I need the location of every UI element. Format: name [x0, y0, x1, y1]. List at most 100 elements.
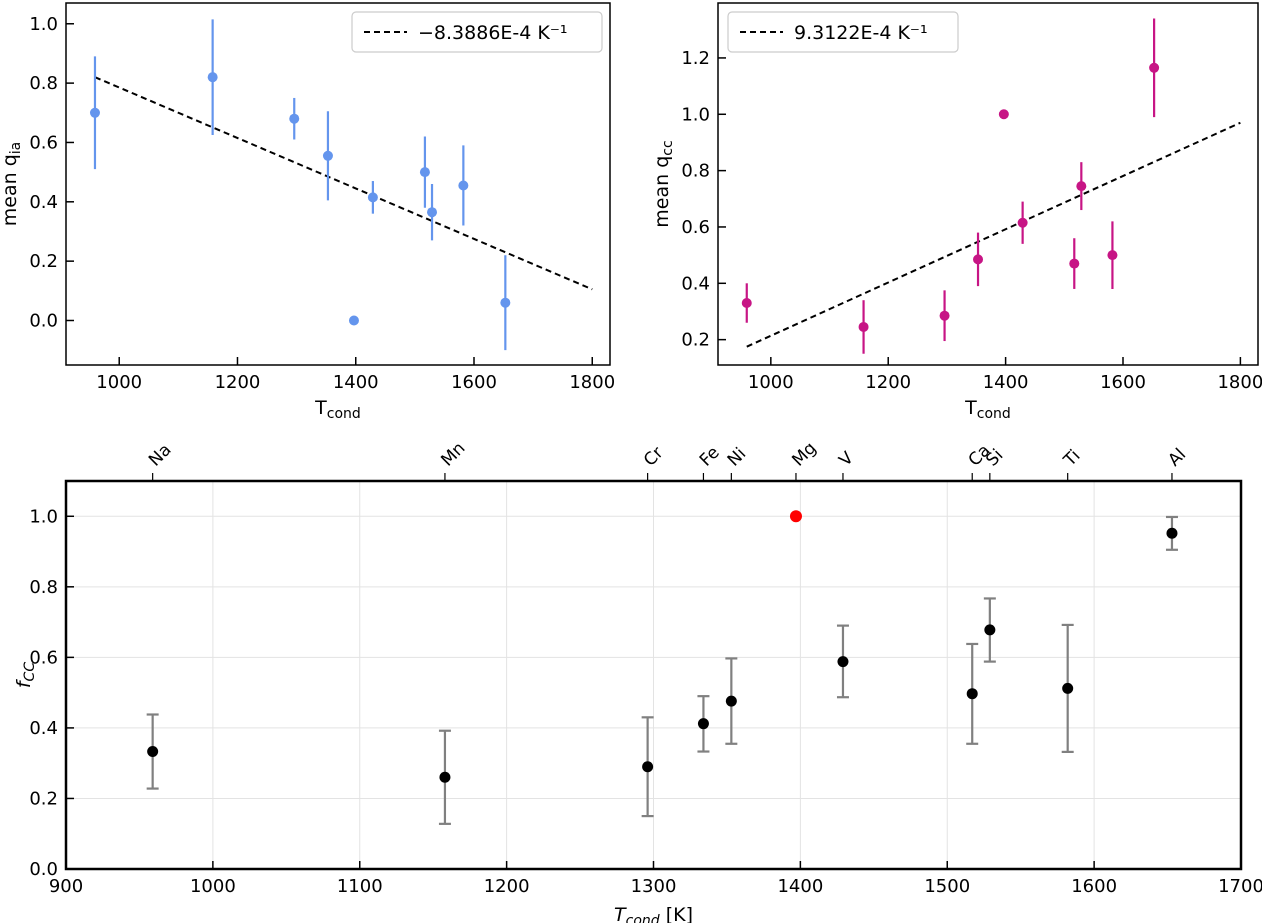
y-tick-label: 1.0 — [29, 506, 58, 527]
x-tick-label: 1800 — [1217, 372, 1262, 393]
data-point — [1062, 682, 1074, 694]
legend-label: −8.3886E-4 K⁻¹ — [418, 22, 568, 44]
data-point — [697, 718, 709, 730]
x-tick-label: 1600 — [1100, 372, 1146, 393]
axes-frame — [65, 2, 611, 366]
y-tick-label: 0.2 — [681, 330, 710, 351]
y-axis-label-sub: CC — [22, 662, 38, 682]
x-tick-label: 900 — [49, 876, 83, 897]
y-tick-label: 1.0 — [681, 104, 710, 125]
data-point — [973, 254, 984, 265]
x-tick-label: 1300 — [631, 876, 677, 897]
element-label: Mn — [437, 438, 469, 470]
x-tick-label: 1200 — [215, 372, 261, 393]
legend-label: 9.3122E-4 K⁻¹ — [794, 22, 928, 44]
x-tick-label: 1400 — [983, 372, 1029, 393]
element-label: Ti — [1059, 446, 1084, 471]
fit-line — [94, 76, 593, 291]
x-tick-label: 1600 — [451, 372, 497, 393]
x-axis-label-main: T — [614, 904, 627, 923]
x-tick-label: 1800 — [569, 372, 615, 393]
data-point — [367, 192, 378, 203]
data-point — [1069, 258, 1080, 269]
y-tick-label: 0.4 — [29, 718, 58, 739]
data-point — [837, 656, 849, 668]
y-tick-label: 0.6 — [681, 217, 710, 238]
element-label: V — [835, 448, 858, 471]
y-tick-label: 0.4 — [29, 192, 58, 213]
y-tick-label: 0.2 — [29, 788, 58, 809]
y-axis-label: fCC — [13, 662, 38, 688]
data-point — [966, 688, 978, 700]
element-label: Cr — [640, 443, 667, 470]
highlight-point — [789, 510, 802, 523]
x-tick-label: 1000 — [190, 876, 236, 897]
y-tick-label: 0.0 — [29, 310, 58, 331]
data-point — [419, 167, 430, 178]
y-tick-label: 0.6 — [29, 647, 58, 668]
y-tick-label: 0.0 — [29, 859, 58, 880]
y-tick-label: 0.8 — [29, 577, 58, 598]
legend-box — [727, 11, 959, 53]
y-axis-label-main: f — [13, 678, 35, 688]
y-axis-label-sub: cc — [660, 140, 676, 155]
y-axis-label-sub: ia — [8, 142, 24, 154]
y-tick-label: 1.0 — [29, 14, 58, 35]
element-label: Al — [1164, 445, 1190, 471]
data-point — [500, 297, 511, 308]
y-tick-label: 0.2 — [29, 251, 58, 272]
data-point — [348, 315, 359, 326]
data-point — [458, 180, 469, 191]
panel-mean-qcc: 1000 1200 1400 1600 1800 0.2 0.4 0.6 0.8 1.0 1.2 Tc… — [651, 2, 1262, 422]
data-point — [984, 624, 996, 636]
axes-frame — [717, 2, 1259, 366]
x-axis-label-main: T — [964, 397, 977, 419]
y-tick-label: 0.8 — [681, 161, 710, 182]
y-tick-label: 0.8 — [29, 73, 58, 94]
y-tick-label: 1.2 — [681, 48, 710, 69]
data-point — [439, 771, 451, 783]
y-axis-label: mean qia — [0, 142, 24, 226]
data-point — [147, 746, 159, 758]
element-label: Na — [145, 440, 176, 471]
data-point — [427, 207, 438, 218]
data-point — [1017, 217, 1028, 228]
panel-fcc: 900 1000 1100 1200 1300 1400 1500 1600 1700 0.0 0.… — [13, 438, 1262, 923]
element-label: Ni — [724, 444, 750, 470]
data-point — [289, 113, 300, 124]
x-axis-label-unit: [K] — [660, 904, 693, 923]
x-tick-label: 1400 — [777, 876, 823, 897]
data-point — [1107, 250, 1118, 261]
x-axis-label: Tcond [K] — [614, 904, 693, 923]
x-tick-label: 1700 — [1218, 876, 1262, 897]
x-tick-label: 1000 — [96, 372, 142, 393]
x-axis-label-sub: cond — [977, 406, 1011, 422]
x-tick-label: 1100 — [337, 876, 383, 897]
x-tick-label: 1200 — [865, 372, 911, 393]
x-axis-label-sub: cond — [327, 406, 361, 422]
x-tick-label: 1600 — [1071, 876, 1117, 897]
data-point — [1149, 62, 1160, 73]
y-axis-label-main: mean q — [651, 156, 673, 228]
x-axis-label-sub: cond — [626, 913, 660, 923]
fit-line — [746, 121, 1241, 348]
axes-frame — [64, 479, 1243, 871]
data-point — [89, 107, 100, 118]
panel-mean-qia: 1000 1200 1400 1600 1800 0.0 0.2 0.4 0.6 0.8 1.0 Tc… — [0, 2, 615, 422]
data-point — [741, 298, 752, 309]
x-tick-label: 1400 — [333, 372, 379, 393]
y-tick-label: 0.4 — [681, 273, 710, 294]
x-axis-label: Tcond — [964, 397, 1011, 422]
y-axis-label-main: mean q — [0, 154, 21, 226]
y-tick-label: 0.6 — [29, 132, 58, 153]
x-tick-label: 1200 — [484, 876, 530, 897]
element-label: Mg — [788, 438, 820, 470]
x-tick-label: 1500 — [924, 876, 970, 897]
data-point — [207, 72, 218, 83]
data-point — [998, 109, 1009, 120]
legend-box — [351, 11, 603, 53]
x-tick-label: 1000 — [748, 372, 794, 393]
data-point — [322, 150, 333, 161]
data-point — [1166, 527, 1178, 539]
